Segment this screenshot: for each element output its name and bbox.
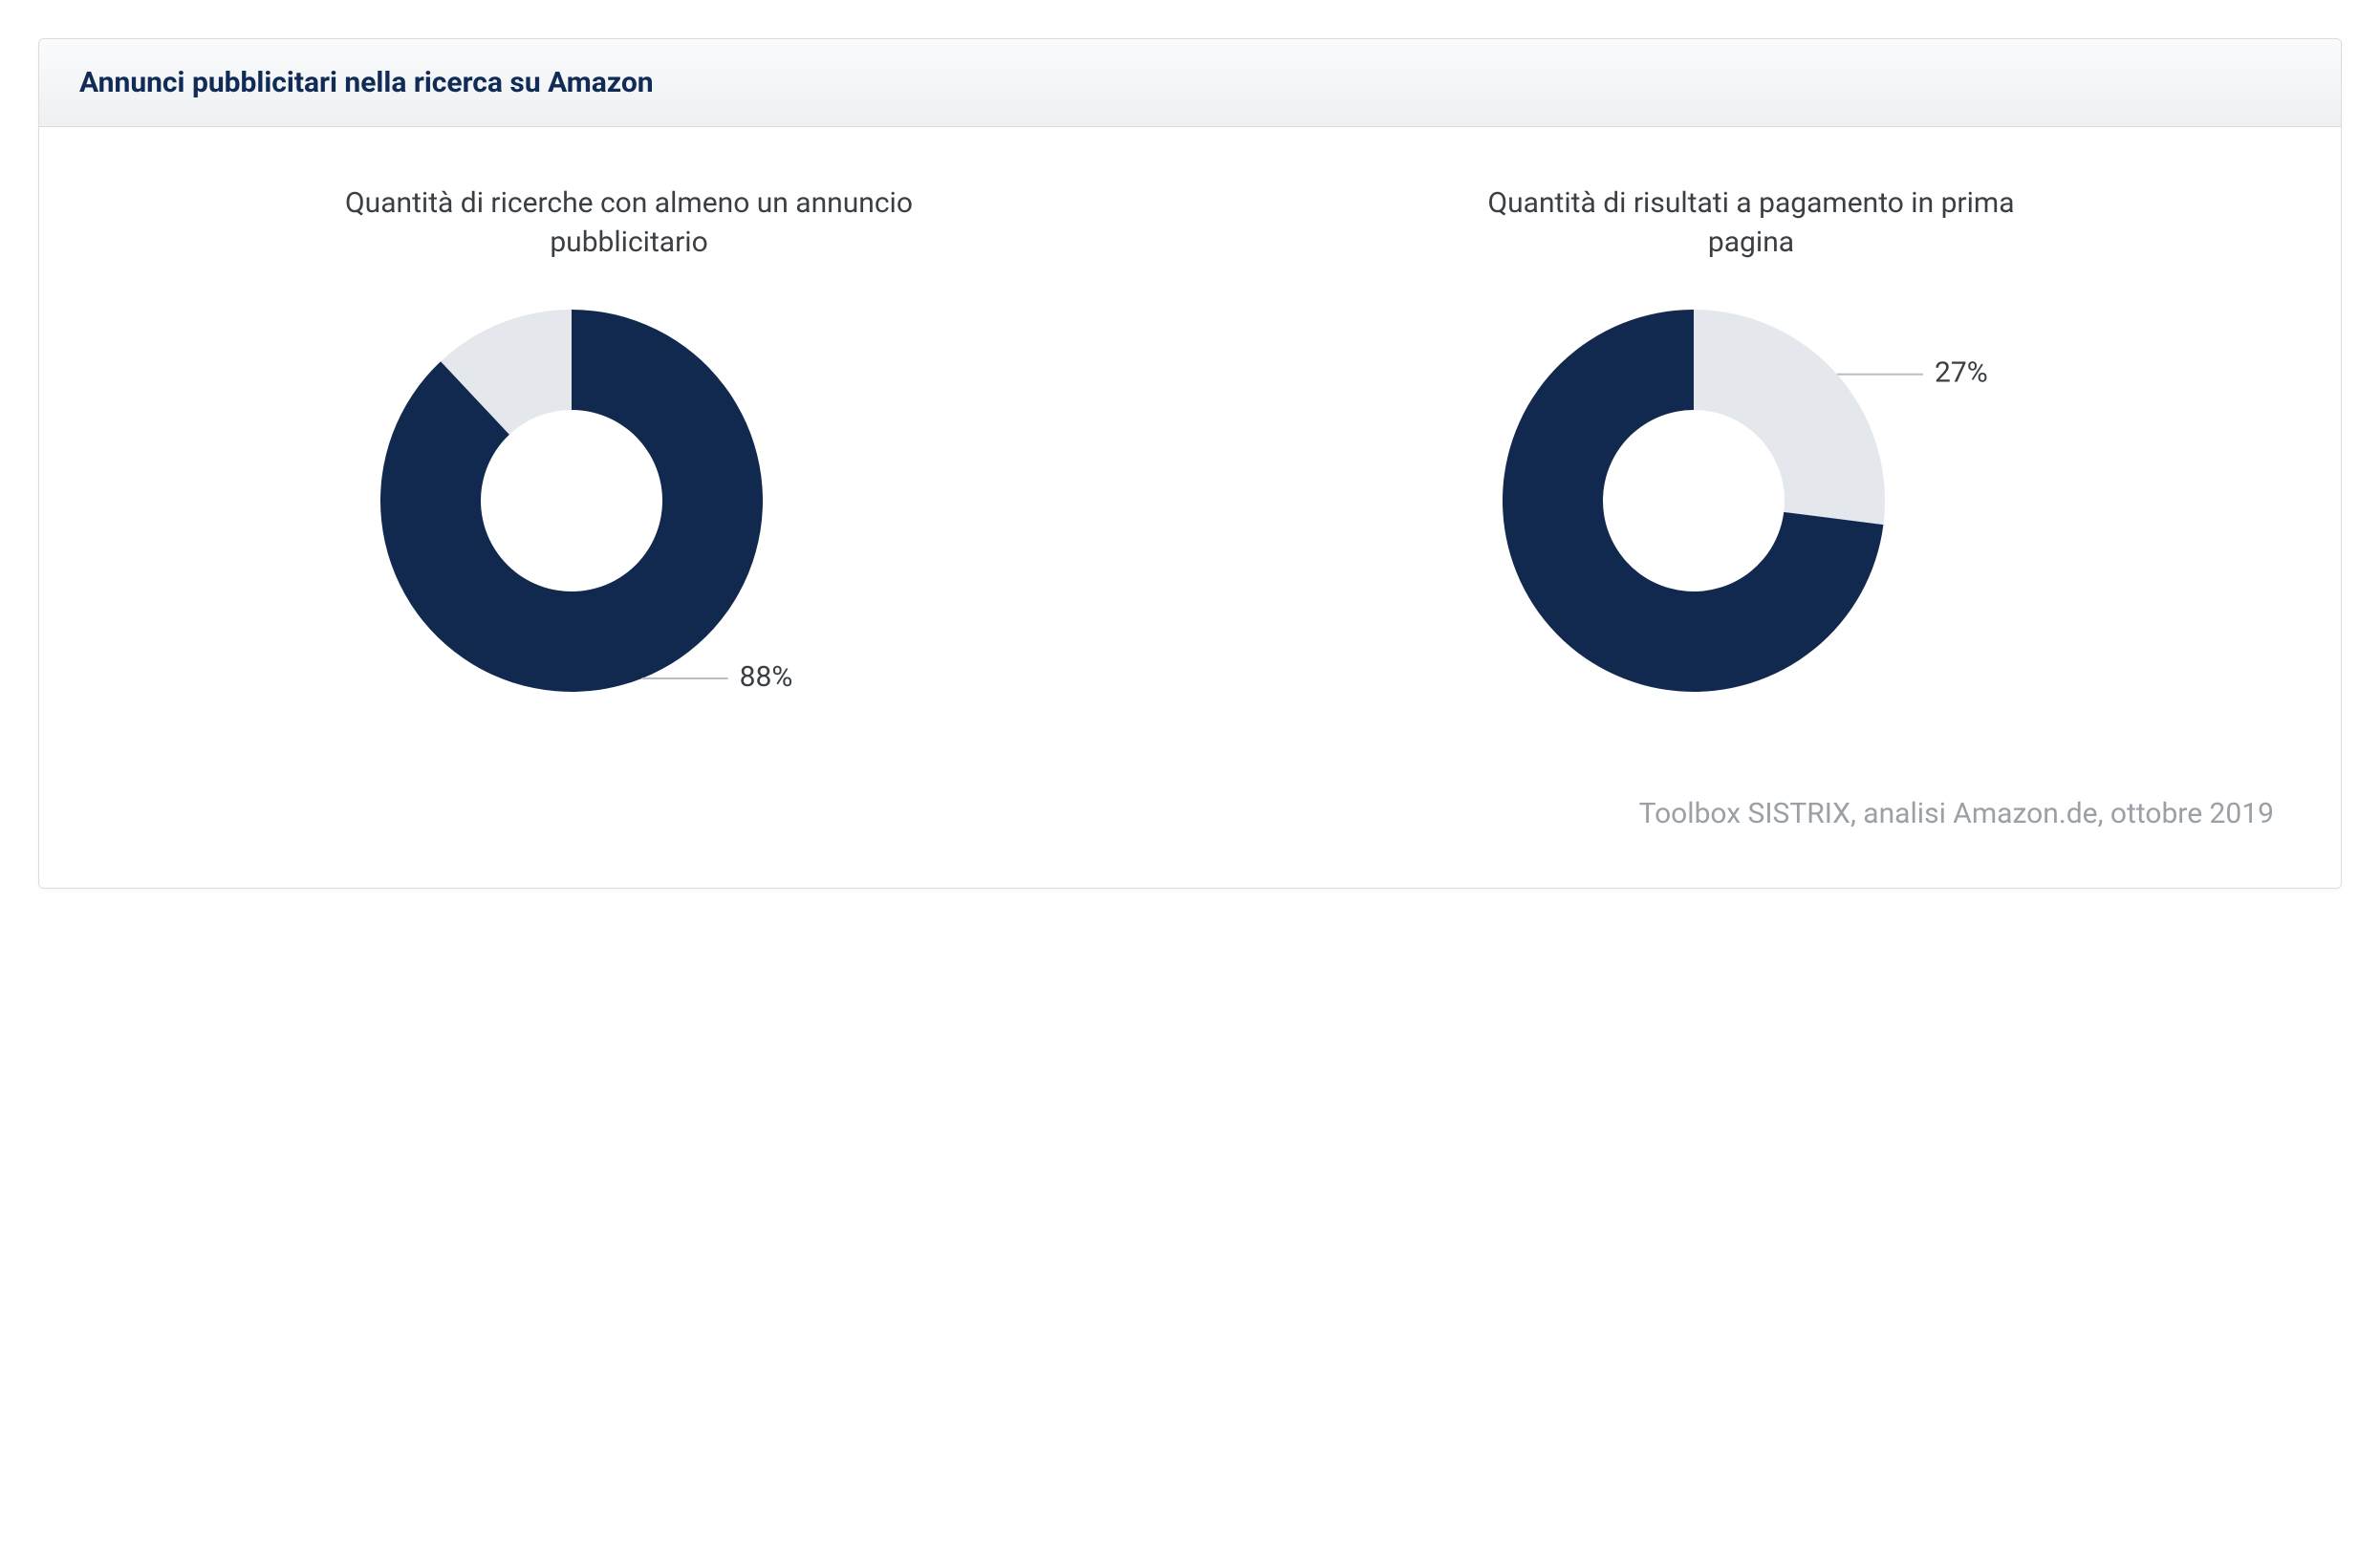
- card-header: Annunci pubblicitari nella ricerca su Am…: [39, 39, 2341, 127]
- chart-column: Quantità di ricerche con almeno un annun…: [97, 184, 1161, 711]
- donut-chart: 88%: [323, 290, 935, 711]
- chart-column: Quantità di risultati a pagamento in pri…: [1219, 184, 2283, 711]
- donut-slice: [1694, 310, 1885, 525]
- callout-label: 88%: [740, 660, 793, 694]
- chart-title: Quantità di ricerche con almeno un annun…: [342, 184, 916, 262]
- callout-label: 27%: [1935, 356, 1988, 390]
- donut-chart: 27%: [1445, 290, 2057, 711]
- donut-wrap: 88%: [97, 290, 1161, 711]
- source-line: Toolbox SISTRIX, analisi Amazon.de, otto…: [97, 797, 2283, 830]
- donut-wrap: 27%: [1219, 290, 2283, 711]
- card-title: Annunci pubblicitari nella ricerca su Am…: [79, 66, 654, 99]
- chart-title: Quantità di risultati a pagamento in pri…: [1464, 184, 2038, 262]
- charts-row: Quantità di ricerche con almeno un annun…: [97, 184, 2283, 711]
- card-body: Quantità di ricerche con almeno un annun…: [39, 127, 2341, 888]
- chart-card: Annunci pubblicitari nella ricerca su Am…: [38, 38, 2342, 889]
